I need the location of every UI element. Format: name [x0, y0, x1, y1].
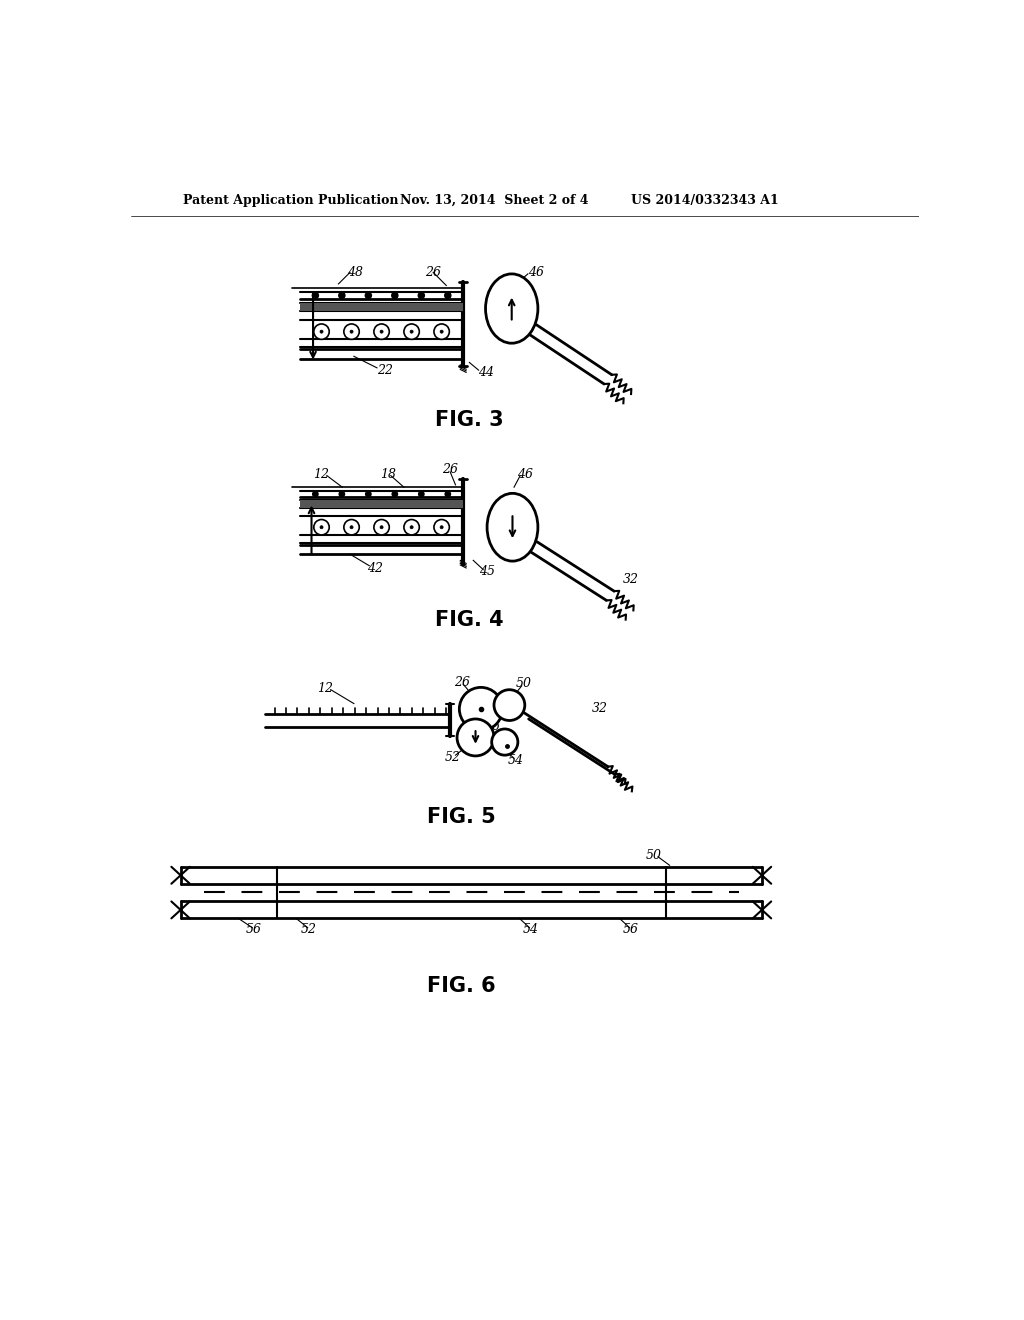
Circle shape	[434, 520, 450, 535]
Text: 54: 54	[508, 754, 523, 767]
Text: 42: 42	[367, 561, 383, 574]
Text: 56: 56	[484, 721, 501, 733]
Text: 26: 26	[454, 676, 470, 689]
Text: FIG. 3: FIG. 3	[435, 411, 504, 430]
Circle shape	[344, 323, 359, 339]
Circle shape	[339, 491, 344, 496]
Text: FIG. 4: FIG. 4	[435, 610, 504, 631]
Text: Nov. 13, 2014  Sheet 2 of 4: Nov. 13, 2014 Sheet 2 of 4	[400, 194, 589, 207]
Text: 26: 26	[442, 463, 458, 477]
Circle shape	[444, 293, 451, 298]
Circle shape	[440, 330, 443, 333]
Text: 48: 48	[347, 265, 364, 279]
Circle shape	[312, 491, 318, 496]
Circle shape	[366, 293, 372, 298]
Circle shape	[445, 491, 451, 496]
Circle shape	[344, 520, 359, 535]
Circle shape	[374, 520, 389, 535]
Text: 46: 46	[527, 265, 544, 279]
Circle shape	[418, 293, 424, 298]
Text: 45: 45	[479, 565, 495, 578]
Bar	[300, 304, 463, 312]
Circle shape	[410, 330, 413, 333]
Text: Patent Application Publication: Patent Application Publication	[183, 194, 398, 207]
Text: 52: 52	[444, 751, 461, 764]
Circle shape	[392, 293, 398, 298]
Text: 50: 50	[646, 849, 663, 862]
Text: 26: 26	[425, 265, 441, 279]
Text: 46: 46	[517, 467, 532, 480]
Circle shape	[460, 688, 503, 730]
Circle shape	[434, 323, 450, 339]
Circle shape	[350, 330, 353, 333]
Text: 44: 44	[478, 366, 495, 379]
Circle shape	[380, 330, 383, 333]
Circle shape	[350, 525, 353, 529]
Circle shape	[319, 330, 323, 333]
Bar	[300, 500, 463, 508]
Text: 32: 32	[592, 702, 608, 715]
Circle shape	[392, 491, 397, 496]
Circle shape	[494, 690, 525, 721]
Text: 56: 56	[246, 924, 262, 936]
Circle shape	[419, 491, 424, 496]
Circle shape	[366, 491, 371, 496]
Text: 12: 12	[317, 681, 334, 694]
Text: FIG. 6: FIG. 6	[427, 977, 496, 997]
Circle shape	[457, 719, 494, 756]
Circle shape	[312, 293, 318, 298]
Circle shape	[319, 525, 323, 529]
Circle shape	[374, 323, 389, 339]
Circle shape	[403, 323, 419, 339]
Text: FIG. 5: FIG. 5	[427, 807, 496, 826]
Circle shape	[492, 729, 518, 755]
Circle shape	[380, 525, 383, 529]
Text: 54: 54	[523, 924, 539, 936]
Text: 22: 22	[377, 364, 392, 378]
Circle shape	[313, 520, 330, 535]
Ellipse shape	[487, 494, 538, 561]
Text: 32: 32	[623, 573, 639, 586]
Text: 18: 18	[381, 467, 396, 480]
Text: 56: 56	[623, 924, 639, 936]
Ellipse shape	[485, 275, 538, 343]
Circle shape	[403, 520, 419, 535]
Text: US 2014/0332343 A1: US 2014/0332343 A1	[631, 194, 779, 207]
Text: 12: 12	[313, 467, 330, 480]
Text: 52: 52	[301, 924, 317, 936]
Circle shape	[339, 293, 345, 298]
Circle shape	[440, 525, 443, 529]
Text: 50: 50	[515, 677, 531, 690]
Circle shape	[313, 323, 330, 339]
Circle shape	[410, 525, 413, 529]
